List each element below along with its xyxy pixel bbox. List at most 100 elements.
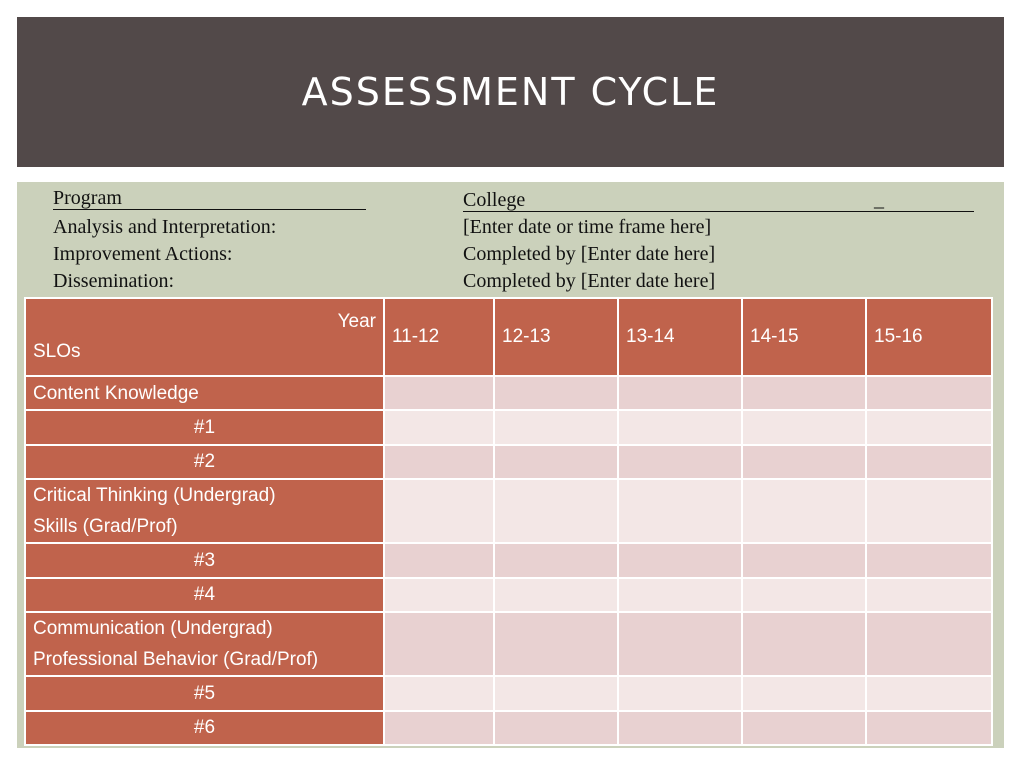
entry-cell[interactable] (741, 576, 867, 613)
entry-cell[interactable] (493, 576, 619, 613)
info-block: Program College _ Analysis and Interpreta… (53, 187, 983, 295)
entry-cell[interactable] (617, 610, 743, 678)
corner-header: Year SLOs (24, 297, 385, 377)
year-header: 11-12 (383, 297, 495, 377)
year-header: 12-13 (493, 297, 619, 377)
entry-cell[interactable] (383, 443, 495, 480)
entry-cell[interactable] (617, 443, 743, 480)
improvement-label: Improvement Actions: (53, 243, 233, 265)
table-row: #4 (24, 576, 993, 613)
slo-label-text: Professional Behavior (Grad/Prof) (33, 649, 319, 671)
slo-label-cell: #3 (24, 542, 385, 579)
entry-cell[interactable] (383, 709, 495, 747)
slo-label-text: #2 (193, 451, 216, 473)
table-row: Content Knowledge (24, 374, 993, 412)
slo-label-cell: #2 (24, 443, 385, 480)
entry-cell[interactable] (617, 542, 743, 579)
table-row: #1 (24, 409, 993, 446)
entry-cell[interactable] (741, 542, 867, 579)
entry-cell[interactable] (865, 409, 993, 446)
slo-label-text: #4 (193, 584, 216, 606)
program-label: Program (53, 187, 122, 209)
table-row: Critical Thinking (Undergrad) Skills (Gra… (24, 477, 993, 545)
slo-label-text: #3 (193, 549, 216, 571)
college-blank: _ (874, 189, 884, 211)
title-band: ASSESSMENT CYCLE (17, 17, 1004, 167)
dissemination-label: Dissemination: (53, 270, 175, 292)
entry-cell[interactable] (493, 709, 619, 747)
dissemination-value[interactable]: Completed by [Enter date here] (463, 270, 716, 292)
entry-cell[interactable] (741, 477, 867, 545)
slo-label-cell: #6 (24, 709, 385, 747)
table-row: #5 (24, 675, 993, 712)
entry-cell[interactable] (865, 576, 993, 613)
entry-cell[interactable] (383, 477, 495, 545)
entry-cell[interactable] (493, 675, 619, 712)
entry-cell[interactable] (493, 374, 619, 412)
entry-cell[interactable] (865, 443, 993, 480)
entry-cell[interactable] (383, 542, 495, 579)
info-row-dissemination: Dissemination: Completed by [Enter date … (53, 268, 983, 295)
slo-label-cell: Critical Thinking (Undergrad) Skills (Gra… (24, 477, 385, 545)
entry-cell[interactable] (741, 675, 867, 712)
entry-cell[interactable] (741, 610, 867, 678)
entry-cell[interactable] (741, 443, 867, 480)
year-header: 14-15 (741, 297, 867, 377)
entry-cell[interactable] (493, 542, 619, 579)
entry-cell[interactable] (741, 409, 867, 446)
entry-cell[interactable] (865, 709, 993, 747)
entry-cell[interactable] (617, 477, 743, 545)
info-row-improvement: Improvement Actions: Completed by [Enter… (53, 241, 983, 268)
program-field[interactable]: Program (53, 187, 366, 210)
table-row: #2 (24, 443, 993, 480)
slo-label-cell: Communication (Undergrad) Professional Be… (24, 610, 385, 678)
info-row-analysis: Analysis and Interpretation: [Enter date… (53, 214, 983, 241)
entry-cell[interactable] (617, 709, 743, 747)
entry-cell[interactable] (493, 443, 619, 480)
entry-cell[interactable] (383, 675, 495, 712)
slo-label-cell: #5 (24, 675, 385, 712)
year-header-label: Year (337, 311, 376, 332)
entry-cell[interactable] (493, 477, 619, 545)
entry-cell[interactable] (865, 675, 993, 712)
slide-title: ASSESSMENT CYCLE (301, 70, 720, 114)
entry-cell[interactable] (617, 576, 743, 613)
year-header: 13-14 (617, 297, 743, 377)
table-row: #6 (24, 709, 993, 747)
entry-cell[interactable] (617, 675, 743, 712)
slo-label-text: Skills (Grad/Prof) (33, 516, 178, 538)
entry-cell[interactable] (741, 374, 867, 412)
slo-label-cell: #1 (24, 409, 385, 446)
entry-cell[interactable] (865, 542, 993, 579)
entry-cell[interactable] (865, 477, 993, 545)
entry-cell[interactable] (865, 374, 993, 412)
entry-cell[interactable] (741, 709, 867, 747)
table-header-row: Year SLOs 11-12 12-13 13-14 14-15 15-16 (24, 297, 993, 377)
improvement-value[interactable]: Completed by [Enter date here] (463, 243, 716, 265)
entry-cell[interactable] (383, 374, 495, 412)
entry-cell[interactable] (493, 610, 619, 678)
entry-cell[interactable] (617, 409, 743, 446)
entry-cell[interactable] (493, 409, 619, 446)
entry-cell[interactable] (865, 610, 993, 678)
table-row: #3 (24, 542, 993, 579)
table-row: Communication (Undergrad) Professional Be… (24, 610, 993, 678)
slo-label-text: Communication (Undergrad) (33, 618, 273, 640)
slo-label-text: Content Knowledge (33, 382, 199, 404)
entry-cell[interactable] (383, 576, 495, 613)
slo-label-text: #5 (193, 682, 216, 704)
info-row-program: Program College _ (53, 187, 983, 214)
slo-label-text: #6 (193, 717, 216, 739)
entry-cell[interactable] (617, 374, 743, 412)
entry-cell[interactable] (383, 610, 495, 678)
slo-label-text: #1 (193, 416, 216, 438)
entry-cell[interactable] (383, 409, 495, 446)
analysis-label: Analysis and Interpretation: (53, 216, 277, 238)
college-field[interactable]: College _ (463, 189, 974, 212)
table-body: Content Knowledge #1 #2 Critical Thinking (… (24, 374, 993, 747)
slos-header-label: SLOs (33, 341, 81, 362)
slo-label-cell: #4 (24, 576, 385, 613)
year-header: 15-16 (865, 297, 993, 377)
analysis-value[interactable]: [Enter date or time frame here] (463, 216, 712, 238)
slo-label-cell: Content Knowledge (24, 374, 385, 412)
